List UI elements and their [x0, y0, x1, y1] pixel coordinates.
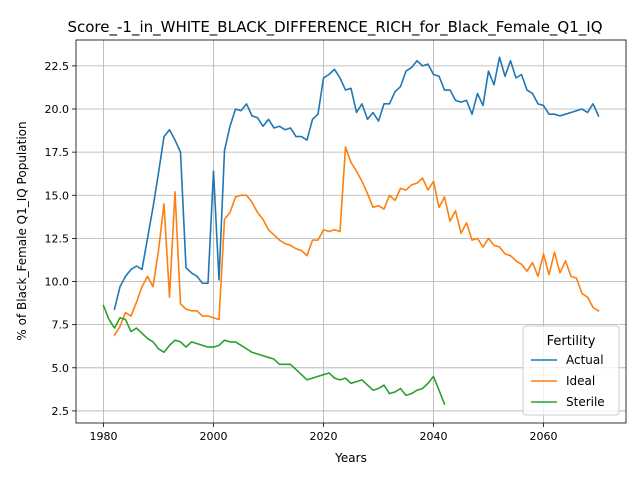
x-tick-label: 2040	[420, 430, 448, 443]
y-tick-label: 15.0	[45, 189, 70, 202]
legend-items: Actual Ideal Sterile	[531, 353, 605, 409]
y-tick-label: 17.5	[45, 146, 70, 159]
plot-area-frame	[75, 39, 627, 424]
legend-label-ideal: Ideal	[566, 374, 595, 388]
y-tick-label: 5.0	[52, 362, 70, 375]
x-axis-label: Years	[334, 451, 367, 465]
y-tick-label: 20.0	[45, 103, 70, 116]
series-line-actual	[113, 56, 600, 311]
legend: Fertility Actual Ideal Sterile	[522, 325, 620, 416]
chart-title: Score_-1_in_WHITE_BLACK_DIFFERENCE_RICH_…	[67, 18, 602, 37]
series-line-ideal	[113, 146, 600, 337]
legend-label-actual: Actual	[566, 353, 604, 367]
legend-label-sterile: Sterile	[566, 395, 605, 409]
y-tick-label: 10.0	[45, 276, 70, 289]
grid	[76, 40, 626, 423]
y-tick-label: 2.5	[52, 405, 70, 418]
y-axis-ticks: 2.5 5.0 7.5 10.0 12.5 15.0 17.5 20.0 22.5	[45, 60, 76, 418]
x-tick-label: 2060	[530, 430, 558, 443]
x-axis-ticks: 1980 2000 2020 2040 2060	[90, 423, 558, 443]
y-axis-label: % of Black_Female Q1_IQ Population	[15, 121, 29, 340]
y-tick-label: 12.5	[45, 232, 70, 245]
y-tick-label: 22.5	[45, 60, 70, 73]
legend-title: Fertility	[547, 334, 596, 349]
legend-box	[522, 325, 620, 416]
x-tick-label: 2000	[200, 430, 228, 443]
x-tick-label: 1980	[90, 430, 118, 443]
y-tick-label: 7.5	[52, 319, 70, 332]
x-tick-label: 2020	[310, 430, 338, 443]
series-line-sterile	[102, 304, 446, 406]
series-layer	[102, 56, 600, 406]
